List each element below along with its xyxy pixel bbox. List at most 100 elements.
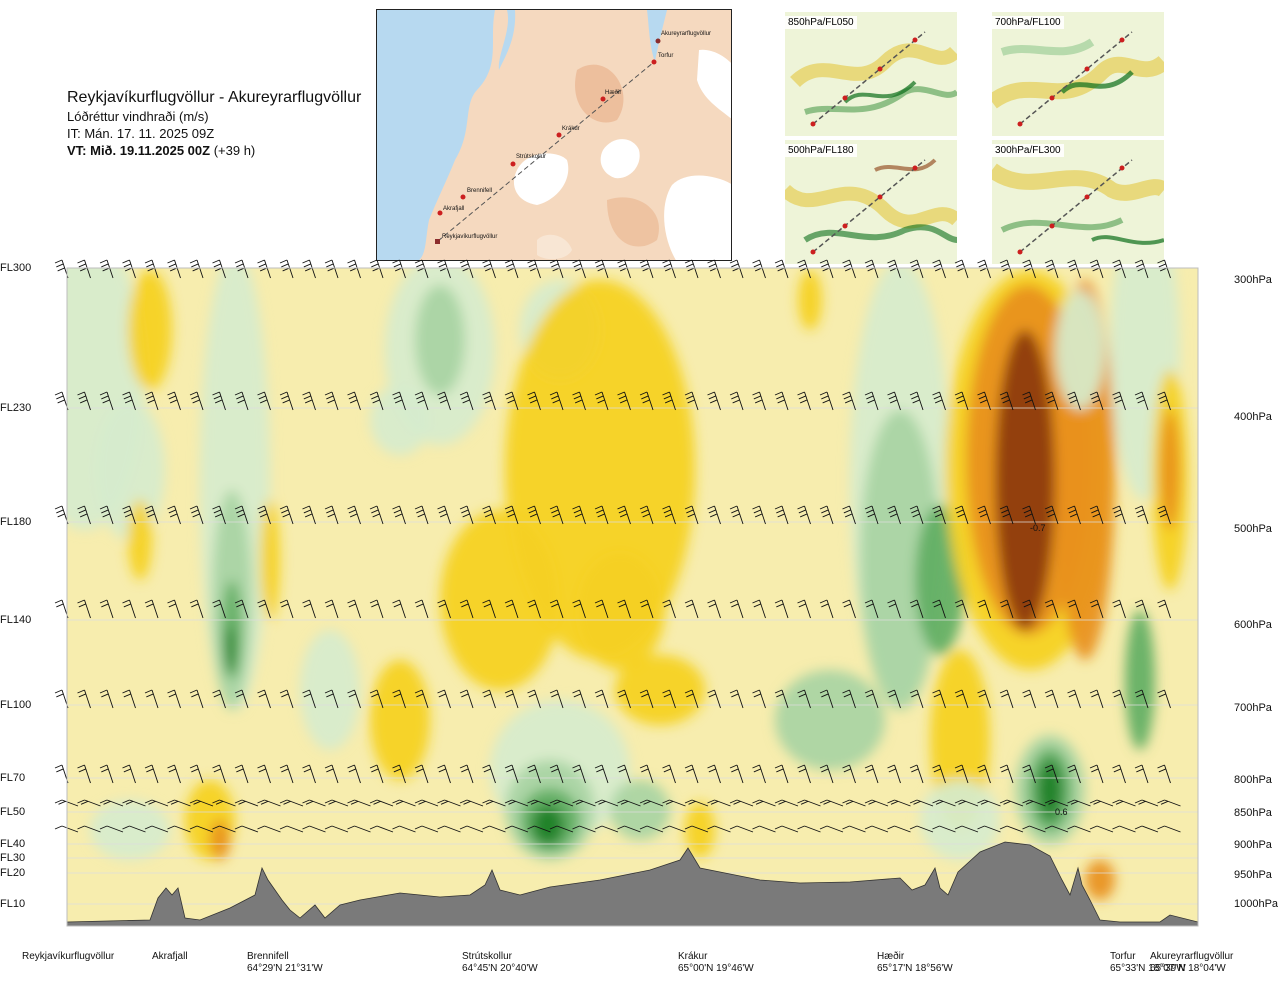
wind-barb: [144, 799, 169, 807]
wind-barb: [279, 391, 294, 411]
wind-barb: [324, 825, 349, 833]
wind-barb: [774, 689, 789, 709]
wind-barb: [77, 825, 101, 833]
wind-barb: [1089, 799, 1114, 807]
wind-barb: [54, 825, 79, 833]
wind-barb: [122, 391, 136, 411]
contour-region: [300, 630, 360, 750]
wind-barb: [887, 825, 911, 833]
wind-barb: [819, 599, 834, 619]
wind-barb: [414, 505, 429, 525]
wind-barb: [639, 391, 654, 411]
wind-barb: [459, 799, 484, 807]
wind-barb: [54, 259, 69, 279]
wind-barb: [302, 505, 316, 525]
station-name: Hæðir: [877, 951, 905, 962]
station-name: Krákur: [678, 951, 708, 962]
wind-barb: [189, 689, 204, 709]
wind-barb: [234, 505, 249, 525]
wind-barb: [1134, 799, 1159, 807]
wind-barb: [999, 689, 1014, 709]
wind-barb: [279, 825, 304, 833]
wind-barb: [842, 799, 866, 807]
wind-barb: [617, 799, 641, 807]
wind-barb: [729, 689, 744, 709]
wind-barb: [954, 505, 969, 525]
wind-barb: [617, 764, 631, 784]
wind-barb: [459, 599, 474, 619]
thumbnail-850hpa[interactable]: 850hPa/FL050: [785, 12, 957, 136]
wind-barb: [257, 391, 271, 411]
wind-barb: [392, 505, 406, 525]
wind-barb: [527, 599, 541, 619]
wind-barb: [77, 689, 91, 709]
wind-barb: [369, 505, 384, 525]
wind-barb: [1089, 505, 1104, 525]
wind-barb: [437, 825, 461, 833]
thumbnail-700hpa[interactable]: 700hPa/FL100: [992, 12, 1164, 136]
contour-region: [615, 655, 705, 725]
wind-barb: [324, 599, 339, 619]
wind-barb: [1044, 764, 1059, 784]
wind-barb: [594, 505, 609, 525]
wind-barb: [707, 505, 721, 525]
thumbnail-label: 500hPa/FL180: [785, 144, 857, 157]
wind-barb: [122, 505, 136, 525]
wind-barb: [1112, 799, 1136, 807]
wind-barb: [189, 825, 214, 833]
wind-barb: [729, 799, 754, 807]
wind-barb: [684, 799, 709, 807]
wind-barb: [909, 764, 924, 784]
contour-region: [532, 805, 564, 845]
wind-barb: [279, 799, 304, 807]
annotation-neg: -0.7: [1030, 523, 1046, 533]
wind-barb: [819, 505, 834, 525]
wind-barb: [369, 764, 384, 784]
wind-barb: [257, 825, 281, 833]
wind-barb: [212, 689, 226, 709]
wind-barb: [887, 799, 911, 807]
wind-barb: [1067, 391, 1081, 411]
hpa-tick-600hpa: 600hPa: [1234, 619, 1272, 631]
wind-barb: [369, 689, 384, 709]
wind-barb: [1112, 825, 1136, 833]
wind-barb: [54, 764, 69, 784]
wind-barb: [1044, 799, 1069, 807]
wind-barb: [1134, 259, 1149, 279]
wind-barb: [504, 689, 519, 709]
wind-barb: [1112, 391, 1126, 411]
station-label: Akrafjall: [152, 951, 188, 963]
map-label-krakur: Krákur: [562, 126, 580, 132]
wind-barb: [54, 799, 79, 807]
wind-barb: [999, 599, 1014, 619]
thumbnail-500hpa[interactable]: 500hPa/FL180: [785, 140, 957, 264]
wind-barb: [999, 799, 1024, 807]
wind-barb: [842, 825, 866, 833]
wind-barb: [414, 764, 429, 784]
wind-barb: [729, 391, 744, 411]
wind-barb: [1022, 764, 1036, 784]
wind-barb: [549, 599, 564, 619]
thumbnail-300hpa[interactable]: 300hPa/FL300: [992, 140, 1164, 264]
wind-barb: [662, 825, 686, 833]
wind-barb: [887, 599, 901, 619]
wind-barb: [977, 825, 1001, 833]
wind-barb: [662, 599, 676, 619]
wind-barb: [774, 799, 799, 807]
wind-barb: [594, 799, 619, 807]
wind-barb: [594, 259, 609, 279]
wind-barb: [819, 764, 834, 784]
wind-barb: [437, 599, 451, 619]
wind-barb: [459, 764, 474, 784]
wind-barb: [482, 825, 506, 833]
station-name: Akureyrarflugvöllur: [1150, 951, 1234, 962]
wind-barb: [369, 825, 394, 833]
hpa-tick-800hpa: 800hPa: [1234, 774, 1272, 786]
wind-barb: [977, 259, 991, 279]
wind-barb: [234, 689, 249, 709]
wind-barb: [639, 505, 654, 525]
wind-barb: [662, 505, 676, 525]
contour-region: [995, 330, 1055, 630]
wind-barb: [414, 391, 429, 411]
wind-barb: [572, 599, 586, 619]
